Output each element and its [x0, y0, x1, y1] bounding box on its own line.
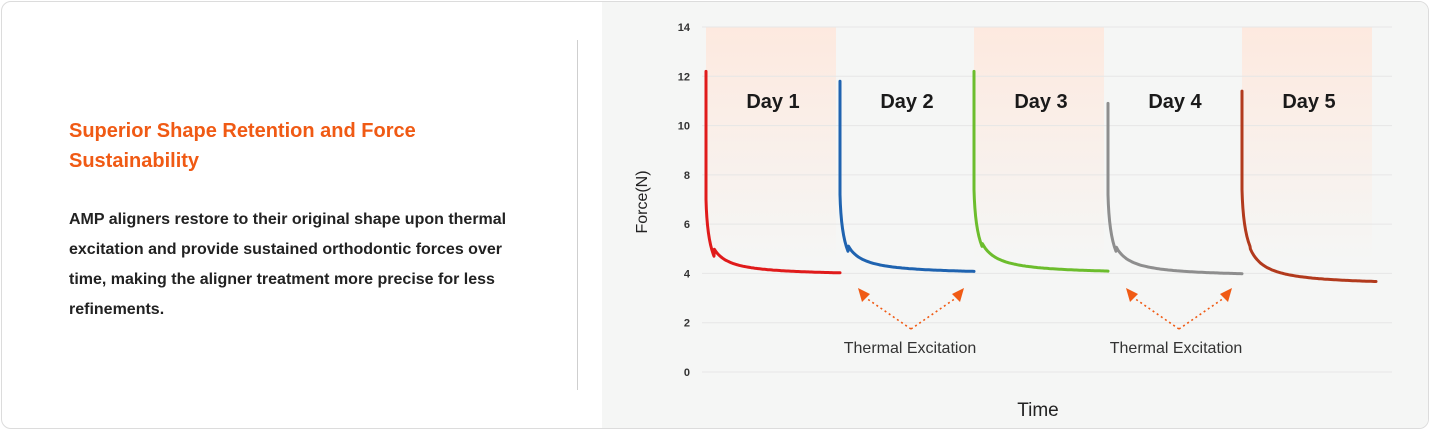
force-chart: 0 2 4 6 8 10 12 14 Day 1 Day 2 Day 3 Day 4 Day 5 For…	[602, 2, 1428, 428]
y-tick-label-4: 4	[684, 268, 691, 280]
day-band-3	[974, 27, 1104, 262]
y-tick-label-12: 12	[678, 71, 690, 83]
annotation-arrowhead-right-2	[1220, 288, 1232, 302]
y-axis-label: Force(N)	[634, 170, 651, 234]
y-tick-label-6: 6	[684, 219, 690, 231]
annotation-arrow-right-2	[1178, 297, 1225, 330]
annotation-arrow-right-1	[910, 297, 957, 330]
annotation-arrowhead-right-1	[952, 288, 964, 302]
feature-description: AMP aligners restore to their original s…	[69, 211, 507, 318]
y-tick-label-2: 2	[684, 318, 690, 330]
series-line-day-4	[1106, 101, 1244, 276]
annotation-label-1: Thermal Excitation	[843, 340, 977, 357]
day-label-5: Day 5	[1282, 91, 1335, 113]
annotation-arrow-left-2	[1133, 297, 1180, 330]
text-panel: Superior Shape Retention and Force Susta…	[2, 2, 602, 428]
day-band-1	[706, 27, 836, 262]
day-band-5	[1242, 27, 1372, 262]
series-line-day-5	[1240, 89, 1378, 283]
y-tick-label-0: 0	[684, 367, 690, 379]
y-tick-label-8: 8	[684, 170, 690, 182]
y-tick-label-10: 10	[678, 121, 690, 133]
series-line-day-2	[838, 79, 976, 273]
series-line-day-1	[704, 69, 842, 275]
x-axis-label: Time	[1017, 400, 1059, 421]
day-label-4: Day 4	[1148, 91, 1202, 113]
y-tick-label-14: 14	[678, 22, 691, 34]
annotation-label-2: Thermal Excitation	[1109, 340, 1243, 357]
day-label-2: Day 2	[880, 91, 933, 113]
series-line-day-3	[972, 69, 1110, 273]
annotation-arrowhead-left-2	[1126, 288, 1138, 302]
divider	[577, 40, 578, 390]
annotation-arrow-left-1	[865, 297, 912, 330]
annotation-arrowhead-left-1	[858, 288, 870, 302]
day-label-1: Day 1	[746, 91, 799, 113]
day-label-3: Day 3	[1014, 91, 1067, 113]
chart-svg: 0 2 4 6 8 10 12 14 Day 1 Day 2 Day 3 Day 4 Day 5	[678, 22, 1392, 379]
feature-title: Superior Shape Retention and Force Susta…	[69, 120, 416, 172]
